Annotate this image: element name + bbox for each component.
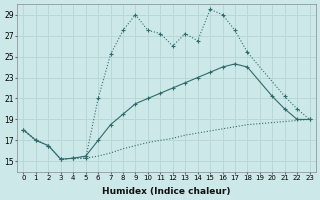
X-axis label: Humidex (Indice chaleur): Humidex (Indice chaleur) xyxy=(102,187,231,196)
